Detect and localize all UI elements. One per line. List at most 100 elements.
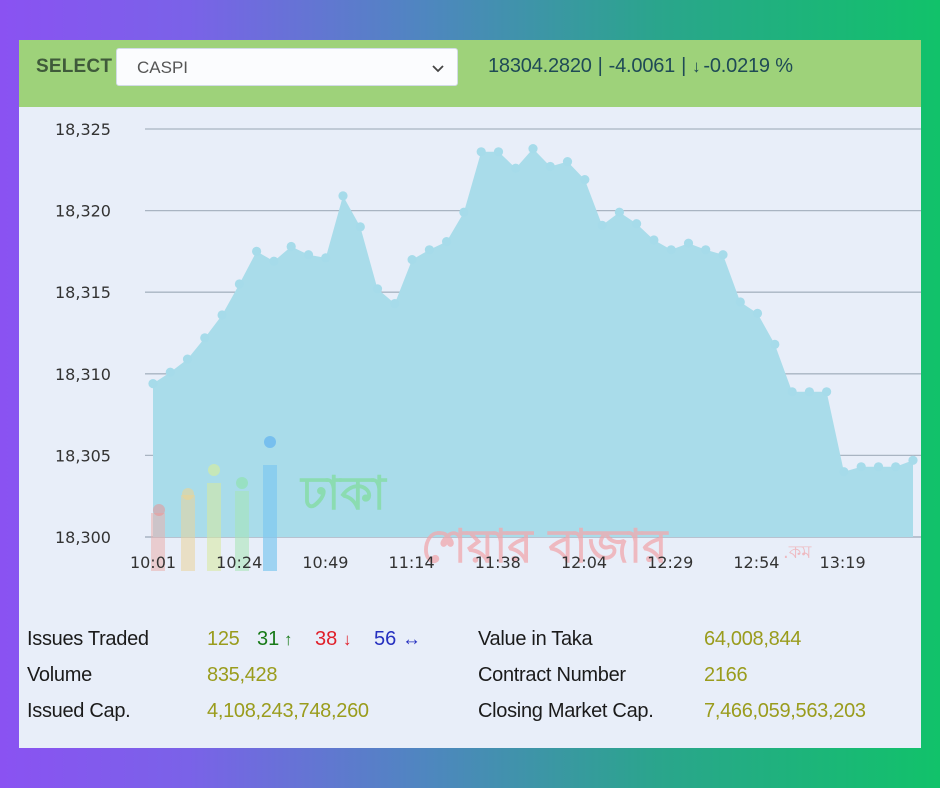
logo-bar [151, 513, 165, 571]
y-axis: 18,300 18,305 18,310 18,315 18,320 18,325 [55, 120, 111, 547]
data-point[interactable] [372, 284, 383, 294]
logo-bar [207, 483, 221, 571]
data-point[interactable] [217, 310, 227, 320]
chart-points [148, 144, 918, 477]
issued-cap-value: 4,108,243,748,260 [207, 700, 369, 722]
data-point[interactable] [787, 387, 797, 397]
y-tick-label: 18,310 [55, 365, 111, 384]
data-point[interactable] [182, 354, 193, 364]
data-point[interactable] [666, 245, 676, 255]
down-arrow-icon: ↓ [692, 57, 701, 76]
data-point[interactable] [442, 237, 452, 247]
logo-dot [182, 488, 194, 500]
data-point[interactable] [597, 220, 607, 230]
index-area-chart: 18,300 18,305 18,310 18,315 18,320 18,325 ঢাক… [55, 120, 921, 573]
x-tick-label: 12:04 [561, 553, 607, 572]
select-label: SELECT [36, 56, 113, 77]
data-point[interactable] [735, 297, 745, 307]
watermark-logo: ঢাকা শেয়ার বাজার .কম [151, 436, 812, 573]
index-change: -4.0061 [608, 55, 676, 77]
down-arrow-icon: ↓ [343, 630, 352, 649]
data-point[interactable] [632, 219, 642, 229]
data-point[interactable] [252, 246, 262, 256]
index-value: 18304.2820 [488, 55, 592, 77]
x-tick-label: 12:54 [733, 553, 779, 572]
data-point[interactable] [321, 253, 331, 263]
data-point[interactable] [200, 333, 210, 343]
data-point[interactable] [908, 455, 918, 465]
value-in-taka: 64,008,844 [704, 628, 802, 650]
x-tick-label: 10:49 [302, 553, 348, 572]
data-point[interactable] [614, 207, 625, 217]
data-point[interactable] [856, 462, 866, 472]
data-point[interactable] [286, 241, 296, 252]
data-point[interactable] [269, 256, 279, 266]
watermark-line1: ঢাকা [299, 466, 388, 520]
x-tick-label: 10:01 [130, 553, 176, 572]
x-tick-label: 12:29 [647, 553, 693, 572]
data-point[interactable] [355, 222, 365, 232]
x-axis: 10:01 10:24 10:49 11:14 11:38 12:04 12:29 12:54… [130, 553, 866, 572]
data-point[interactable] [804, 387, 815, 397]
data-point[interactable] [839, 467, 849, 477]
index-select-dropdown[interactable]: CASPI [116, 48, 458, 86]
data-point[interactable] [770, 339, 780, 349]
issues-total: 125 [207, 628, 240, 650]
data-point[interactable] [459, 207, 469, 217]
data-point[interactable] [234, 279, 244, 289]
summary-row: Issued Cap. 4,108,243,748,260 Closing Ma… [19, 700, 921, 730]
index-change-percent: -0.0219 % [703, 55, 793, 77]
y-tick-label: 18,325 [55, 120, 111, 139]
issues-down-count: 38 [315, 628, 338, 650]
data-point[interactable] [476, 147, 486, 157]
index-header-bar: SELECT CASPI 18304.2820 | -4.0061 | ↓ -0.0219… [19, 40, 921, 107]
separator: | [597, 55, 603, 77]
data-point[interactable] [390, 299, 400, 309]
data-point[interactable] [493, 147, 504, 157]
data-point[interactable] [891, 462, 901, 472]
data-point[interactable] [511, 163, 521, 173]
chart-area [153, 148, 913, 537]
x-tick-label: 11:14 [389, 553, 435, 572]
area-fill [153, 148, 913, 537]
data-point[interactable] [562, 157, 573, 167]
data-point[interactable] [165, 367, 175, 377]
data-point[interactable] [424, 245, 434, 255]
data-point[interactable] [148, 379, 158, 389]
issues-unchanged-count: 56 [374, 628, 397, 650]
volume-value: 835,428 [207, 664, 278, 686]
data-point[interactable] [303, 250, 314, 260]
data-point[interactable] [407, 255, 417, 265]
y-tick-label: 18,320 [55, 202, 111, 221]
issues-traded-label: Issues Traded [27, 628, 149, 650]
data-point[interactable] [528, 144, 538, 154]
index-stats: 18304.2820 | -4.0061 | ↓ -0.0219 % [488, 55, 793, 78]
data-point[interactable] [545, 161, 555, 172]
x-tick-label: 13:19 [820, 553, 866, 572]
y-tick-label: 18,300 [55, 528, 111, 547]
logo-bar [235, 491, 249, 571]
volume-label: Volume [27, 664, 92, 686]
y-tick-label: 18,305 [55, 446, 111, 465]
data-point[interactable] [822, 387, 832, 397]
data-point[interactable] [580, 175, 590, 185]
logo-dot [153, 504, 165, 516]
data-point[interactable] [683, 238, 694, 248]
contract-number-value: 2166 [704, 664, 748, 686]
data-point[interactable] [752, 308, 763, 318]
issues-up-count: 31 [257, 628, 280, 650]
data-point[interactable] [873, 462, 884, 472]
watermark-line2: শেয়ার বাজার [421, 519, 669, 573]
issued-cap-label: Issued Cap. [27, 700, 131, 722]
closing-market-cap-value: 7,466,059,563,203 [704, 700, 866, 722]
data-point[interactable] [718, 250, 728, 260]
data-point[interactable] [701, 245, 711, 255]
data-point[interactable] [649, 235, 659, 245]
unchanged-arrow-icon: ↔ [402, 629, 421, 650]
index-card: SELECT CASPI 18304.2820 | -4.0061 | ↓ -0.0219… [19, 40, 921, 748]
x-tick-label: 11:38 [475, 553, 521, 572]
up-arrow-icon: ↑ [284, 630, 293, 649]
summary-row: Volume 835,428 Contract Number 2166 [19, 664, 921, 694]
data-point[interactable] [338, 191, 348, 201]
selected-index-value: CASPI [137, 58, 189, 77]
